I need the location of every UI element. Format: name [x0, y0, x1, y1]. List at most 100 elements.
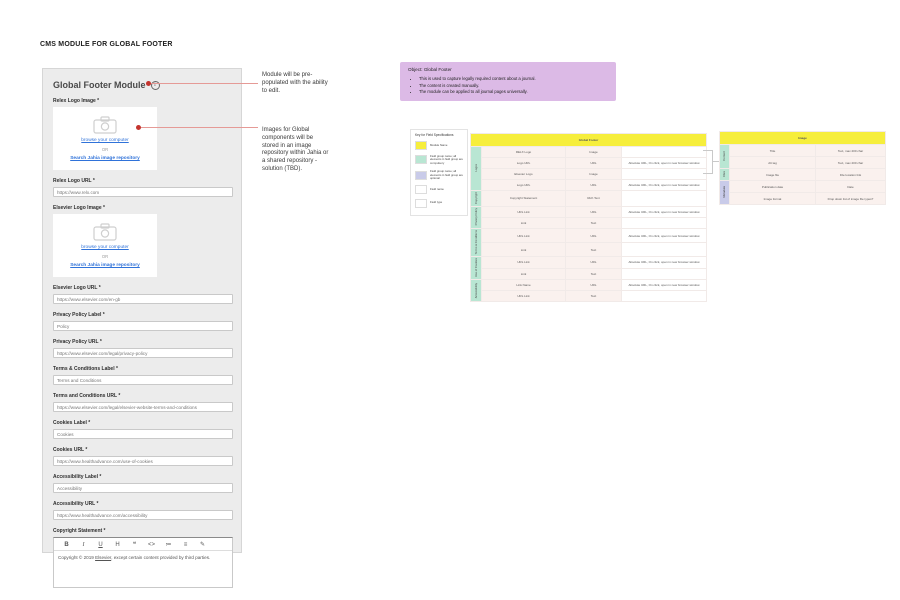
search-jahia-link[interactable]: Search Jahia image repository [70, 156, 140, 161]
privacy-policy-url-input[interactable] [53, 348, 233, 358]
table-row: Elsevier Logo Image [471, 168, 707, 180]
spec-cell: Drop down list of image file types? [814, 192, 887, 205]
field-cell: RELX Logo [481, 146, 566, 158]
link-button[interactable]: ✎ [199, 542, 206, 548]
field-cell: Elsevier Logo [481, 168, 566, 180]
group-content: Content [719, 144, 730, 169]
copyright-text-area[interactable]: Copyright © 2019 Elsevier, except certai… [54, 551, 232, 587]
legend-item: Field group name; all elements in field … [415, 169, 463, 181]
relex-logo-uploader: browse your computer OR Search Jahia ima… [53, 107, 157, 170]
field-cell: Link Name [481, 279, 566, 292]
elsevier-logo-uploader: browse your computer OR Search Jahia ima… [53, 214, 157, 277]
type-cell: Image [565, 146, 622, 158]
or-separator: OR [101, 147, 109, 152]
info-icon[interactable]: i [150, 80, 160, 90]
field-cell: Alt tag [729, 156, 816, 169]
legend-item: Field group name; all elements in field … [415, 153, 463, 166]
group-terms-conditions: Terms & Conditions [470, 227, 482, 258]
underline-button[interactable]: U [98, 541, 103, 548]
spec-cell: Text, max 200 char [814, 156, 887, 169]
note-bullet: The module can be applied to all journal… [419, 89, 608, 96]
note-bullet-list: This is used to capture legally required… [408, 76, 608, 96]
table-row: Link Text [471, 216, 707, 229]
legend-label: Field name [430, 186, 444, 191]
table-row: Files Image file File location link [719, 168, 887, 181]
search-jahia-link[interactable]: Search Jahia image repository [70, 263, 140, 268]
bullet-list-button[interactable]: ≡ [183, 541, 188, 548]
accessibility-label-input[interactable] [53, 483, 233, 493]
field-name-swatch [415, 185, 427, 195]
type-cell: URL [565, 256, 622, 269]
field-type-swatch [415, 198, 427, 208]
field-spec-legend: Key for Field Specifications Module Name… [410, 129, 468, 217]
code-button[interactable]: <> [147, 541, 155, 548]
group-copyright: Copyright [470, 190, 482, 207]
terms-label-input[interactable] [53, 375, 233, 385]
relex-logo-url-label: Relex Logo URL * [53, 178, 95, 184]
group-accessibility: Accessibility [470, 279, 482, 303]
type-cell: URL [565, 205, 622, 218]
privacy-policy-url-label: Privacy Policy URL * [53, 339, 102, 345]
accessibility-url-label: Accessibility URL * [53, 501, 99, 507]
notes-cell [621, 168, 707, 180]
note-title: Object: Global Footer [408, 67, 452, 72]
camera-icon [93, 116, 117, 134]
connector-line [703, 173, 713, 174]
browse-computer-link[interactable]: browse your computer [81, 245, 129, 250]
notes-cell [621, 242, 707, 258]
connector-line [712, 161, 719, 162]
notes-cell [621, 290, 707, 303]
group-metadata: Metadata [719, 180, 730, 205]
elsevier-logo-url-input[interactable] [53, 294, 233, 304]
annotation-dot [136, 125, 141, 130]
compulsory-group-swatch [415, 155, 427, 165]
table-row: Logos RELX Logo Image [470, 146, 707, 191]
accessibility-url-input[interactable] [53, 510, 233, 520]
browse-computer-link[interactable]: browse your computer [81, 138, 129, 143]
table-row: Logo URL URL Absolute URL, On click, ope… [471, 179, 707, 191]
spec-cell: Text, max 200 char [814, 144, 887, 157]
copyright-text-prefix: Copyright © 2019 [58, 555, 96, 560]
terms-url-input[interactable] [53, 402, 233, 412]
annotation-dot [146, 81, 151, 86]
module-title: Global Footer Module [53, 80, 146, 90]
notes-cell: Absolute URL, On click, open in new brow… [621, 179, 707, 191]
field-cell: URL Link [481, 290, 566, 303]
legend-item: Field type [415, 198, 463, 208]
field-cell: Copyright Statement [481, 190, 566, 207]
type-cell: Image [565, 168, 622, 180]
field-cell: Image file [729, 168, 816, 181]
type-cell: Text [565, 242, 622, 258]
spec-cell: Date [814, 180, 887, 193]
notes-cell [621, 146, 707, 158]
heading-button[interactable]: H [115, 541, 120, 548]
group-use-of-cookies: Use of Cookies [470, 256, 482, 281]
elsevier-logo-url-label: Elsevier Logo URL * [53, 285, 101, 291]
group-logos: Logos [470, 146, 482, 191]
relex-logo-url-input[interactable] [53, 187, 233, 197]
ordered-list-button[interactable]: ≔ [165, 542, 172, 548]
spec-cell: File location link [814, 168, 887, 181]
blockquote-button[interactable]: ❝ [132, 542, 137, 548]
type-cell: Text [565, 290, 622, 303]
annotation-line [141, 127, 258, 128]
notes-cell [621, 190, 707, 207]
italic-button[interactable]: I [82, 541, 85, 548]
legend-title: Key for Field Specifications [415, 133, 454, 137]
bold-button[interactable]: B [64, 541, 69, 548]
cookies-url-input[interactable] [53, 456, 233, 466]
legend-label: Field group name; all elements in field … [430, 153, 463, 165]
field-cell: Link [481, 216, 566, 229]
table-row: Image format Drop down list of image fil… [720, 192, 887, 205]
cookies-label-input[interactable] [53, 429, 233, 439]
notes-cell: Absolute URL, On click, open in new brow… [621, 279, 707, 292]
field-cell: Logo URL [481, 157, 566, 169]
field-cell: Logo URL [481, 179, 566, 191]
elsevier-logo-image-label: Elsevier Logo Image * [53, 205, 105, 211]
elsevier-link[interactable]: Elsevier [95, 555, 112, 560]
connector-line [703, 150, 713, 151]
privacy-policy-label-input[interactable] [53, 321, 233, 331]
module-header: Global Footer Module i [53, 80, 231, 90]
type-cell: Rich Text [565, 190, 622, 207]
note-bullet: This is used to capture legally required… [419, 76, 608, 83]
